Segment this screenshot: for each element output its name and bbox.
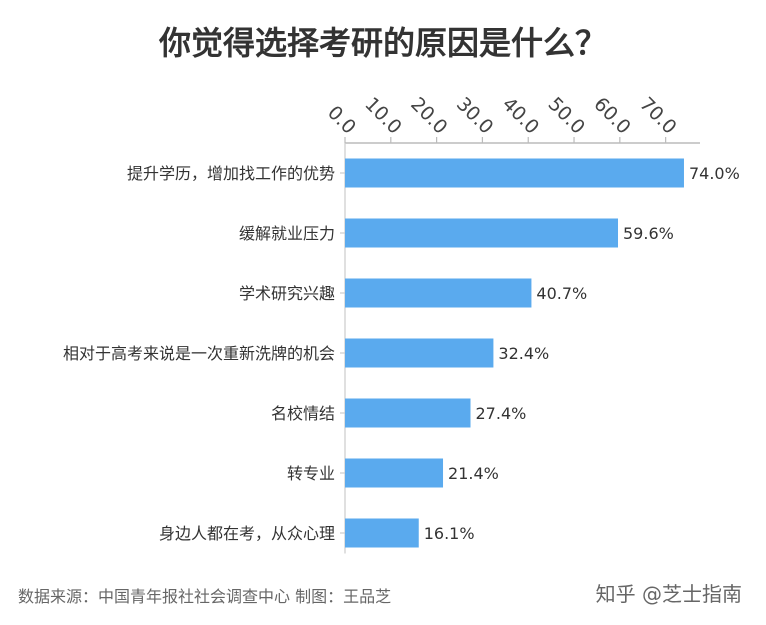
x-tick-label: 20.0	[406, 93, 451, 138]
category-label: 学术研究兴趣	[239, 284, 335, 303]
bars: 提升学历，增加找工作的优势 74.0% 缓解就业压力 59.6% 学术研究兴趣 40.7%…	[63, 158, 740, 548]
data-source-note: 数据来源：中国青年报社社会调查中心 制图：王品芝	[18, 587, 392, 606]
data-label: 74.0%	[689, 164, 740, 183]
category-label: 身边人都在考，从众心理	[159, 524, 335, 543]
x-tick-label: 30.0	[452, 93, 497, 138]
data-label: 32.4%	[498, 344, 549, 363]
data-label: 27.4%	[476, 404, 527, 423]
x-tick-label: 60.0	[589, 93, 634, 138]
credit-watermark: 知乎 @芝士指南	[595, 582, 742, 606]
x-tick-label: 40.0	[498, 93, 543, 138]
category-label: 缓解就业压力	[239, 224, 335, 243]
data-label: 21.4%	[448, 464, 499, 483]
data-label: 16.1%	[424, 524, 475, 543]
bar	[345, 158, 684, 188]
x-tick-label: 0.0	[323, 102, 360, 139]
chart-title: 你觉得选择考研的原因是什么？	[158, 24, 607, 62]
x-tick-label: 10.0	[360, 93, 405, 138]
bar	[345, 458, 444, 488]
x-tick-label: 50.0	[544, 93, 589, 138]
data-label: 40.7%	[536, 284, 587, 303]
bar	[345, 398, 471, 428]
category-label: 名校情结	[271, 404, 335, 423]
bar	[345, 518, 419, 548]
x-tick-label: 70.0	[635, 93, 680, 138]
bar	[345, 218, 619, 248]
category-label: 相对于高考来说是一次重新洗牌的机会	[63, 344, 335, 363]
bar	[345, 278, 532, 308]
bar	[345, 338, 494, 368]
data-label: 59.6%	[623, 224, 674, 243]
category-label: 转专业	[287, 464, 335, 483]
category-label: 提升学历，增加找工作的优势	[127, 164, 335, 183]
